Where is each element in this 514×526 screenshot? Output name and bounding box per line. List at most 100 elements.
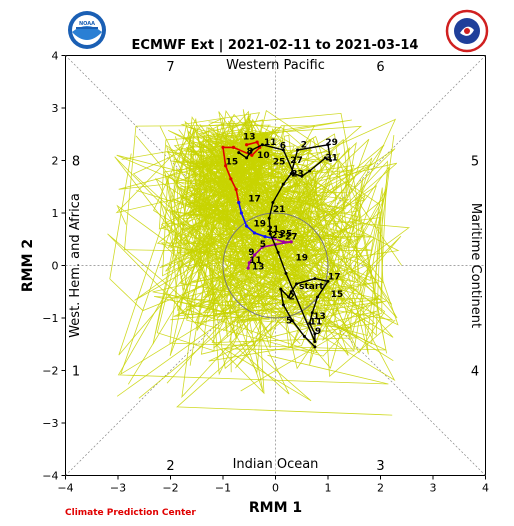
x-tick-label: 0 bbox=[272, 482, 279, 495]
y-tick-label: 3 bbox=[52, 102, 59, 115]
credit-label: Climate Prediction Center bbox=[65, 508, 196, 518]
forecast-day-label: 23 bbox=[271, 231, 284, 241]
y-tick-label: 2 bbox=[52, 155, 59, 168]
forecast-mean-point bbox=[281, 240, 285, 244]
observed-point bbox=[329, 159, 333, 162]
phase-label: 6 bbox=[376, 60, 384, 75]
x-tick-label: 3 bbox=[430, 482, 437, 495]
x-tick-label: 4 bbox=[482, 482, 489, 495]
forecast-mean-point bbox=[245, 143, 249, 147]
observed-point bbox=[313, 340, 317, 344]
observed-day-label: 11 bbox=[264, 138, 277, 148]
nws-logo bbox=[445, 9, 489, 53]
observed-point bbox=[300, 174, 304, 178]
observed-point bbox=[290, 319, 294, 323]
observed-day-label: 15 bbox=[331, 290, 344, 300]
observed-point bbox=[302, 334, 306, 338]
observed-point bbox=[313, 345, 317, 349]
ensemble-member-line bbox=[132, 119, 388, 301]
ensemble-member-line bbox=[202, 130, 402, 349]
unit-circle-line bbox=[222, 212, 329, 319]
forecast-day-label: 9 bbox=[248, 248, 254, 258]
observed-point bbox=[313, 277, 317, 281]
observed-day-label: 25 bbox=[273, 158, 286, 168]
noaa-logo: NOAA bbox=[68, 11, 106, 49]
svg-text:NOAA: NOAA bbox=[79, 21, 95, 27]
observed-day-label: 11 bbox=[310, 317, 323, 327]
forecast-day-label: 13 bbox=[252, 263, 265, 273]
observed-day-label: 9 bbox=[315, 327, 321, 337]
region-label-left: West. Hem. and Africa bbox=[68, 193, 83, 338]
y-tick-label: 0 bbox=[52, 260, 59, 273]
forecast-day-label: 25 bbox=[280, 230, 293, 240]
observed-point bbox=[281, 182, 285, 186]
forecast-mean-segment bbox=[222, 141, 261, 203]
unit-circle bbox=[222, 212, 329, 319]
observed-day-label: 23 bbox=[291, 169, 304, 179]
observed-day-label: 27 bbox=[290, 156, 303, 166]
forecast-mean-point bbox=[224, 164, 228, 168]
region-label-right: Maritime Continent bbox=[468, 203, 483, 328]
observed-point bbox=[323, 156, 327, 160]
forecast-day-label: 15 bbox=[226, 158, 239, 168]
observed-point bbox=[308, 321, 312, 325]
observed-point bbox=[279, 287, 283, 291]
y-tick-label: −2 bbox=[42, 365, 58, 378]
forecast-mean-point bbox=[263, 235, 267, 239]
observed-point bbox=[281, 303, 285, 307]
chart-title: ECMWF Ext | 2021-02-11 to 2021-03-14 bbox=[132, 38, 419, 53]
forecast-mean-point bbox=[245, 224, 249, 228]
observed-point bbox=[245, 156, 249, 160]
observed-point bbox=[287, 295, 291, 299]
x-tick-label: −2 bbox=[162, 482, 178, 495]
observed-day-label: 17 bbox=[328, 273, 341, 283]
phase-label: 1 bbox=[72, 365, 80, 380]
ensemble-member-line bbox=[135, 122, 369, 369]
forecast-mean-point bbox=[229, 177, 233, 181]
observed-point bbox=[313, 332, 317, 336]
observed-day-label: 5 bbox=[286, 316, 292, 326]
observed-point bbox=[326, 143, 330, 147]
observed-day-label: 31 bbox=[325, 154, 338, 164]
observed-point bbox=[308, 169, 312, 173]
forecast-day-label: 19 bbox=[253, 220, 266, 230]
x-axis-label: RMM 1 bbox=[249, 500, 302, 516]
ensemble-member-line bbox=[154, 117, 396, 382]
observed-day-label: 19 bbox=[295, 253, 308, 263]
forecast-day-label: 13 bbox=[243, 133, 256, 143]
observed-day-label: 2 bbox=[301, 140, 307, 150]
ensemble-member-line bbox=[127, 110, 311, 385]
observed-day-label: 21 bbox=[273, 205, 286, 215]
forecast-mean-point bbox=[260, 245, 264, 249]
observed-day-label: 13 bbox=[313, 312, 326, 322]
forecast-mean-point bbox=[252, 231, 257, 235]
observed-day-label: 10 bbox=[257, 151, 270, 161]
observed-point bbox=[267, 216, 271, 220]
forecast-mean-point bbox=[250, 153, 254, 157]
forecast-mean-point bbox=[239, 211, 243, 215]
observed-point bbox=[316, 295, 319, 299]
observed-day-label: 29 bbox=[325, 138, 338, 148]
x-tick-label: 2 bbox=[377, 482, 384, 495]
observed-day-label: 2 bbox=[289, 293, 295, 303]
observed-day-label: 6 bbox=[280, 141, 286, 151]
observed-day-label: start bbox=[299, 282, 324, 292]
y-tick-label: −1 bbox=[42, 312, 58, 325]
observed-line bbox=[238, 143, 332, 348]
phase-label: 3 bbox=[376, 459, 384, 474]
phase-label: 8 bbox=[72, 155, 80, 170]
y-tick-label: −3 bbox=[42, 417, 58, 430]
phase-label: 2 bbox=[166, 459, 174, 474]
phase-label: 4 bbox=[471, 365, 479, 380]
observed-point bbox=[260, 143, 264, 147]
forecast-day-label: 21 bbox=[267, 225, 280, 235]
y-tick-label: 1 bbox=[52, 207, 59, 220]
observed-point bbox=[289, 290, 293, 294]
observed-point bbox=[289, 172, 293, 176]
y-axis-label: RMM 2 bbox=[20, 239, 36, 292]
